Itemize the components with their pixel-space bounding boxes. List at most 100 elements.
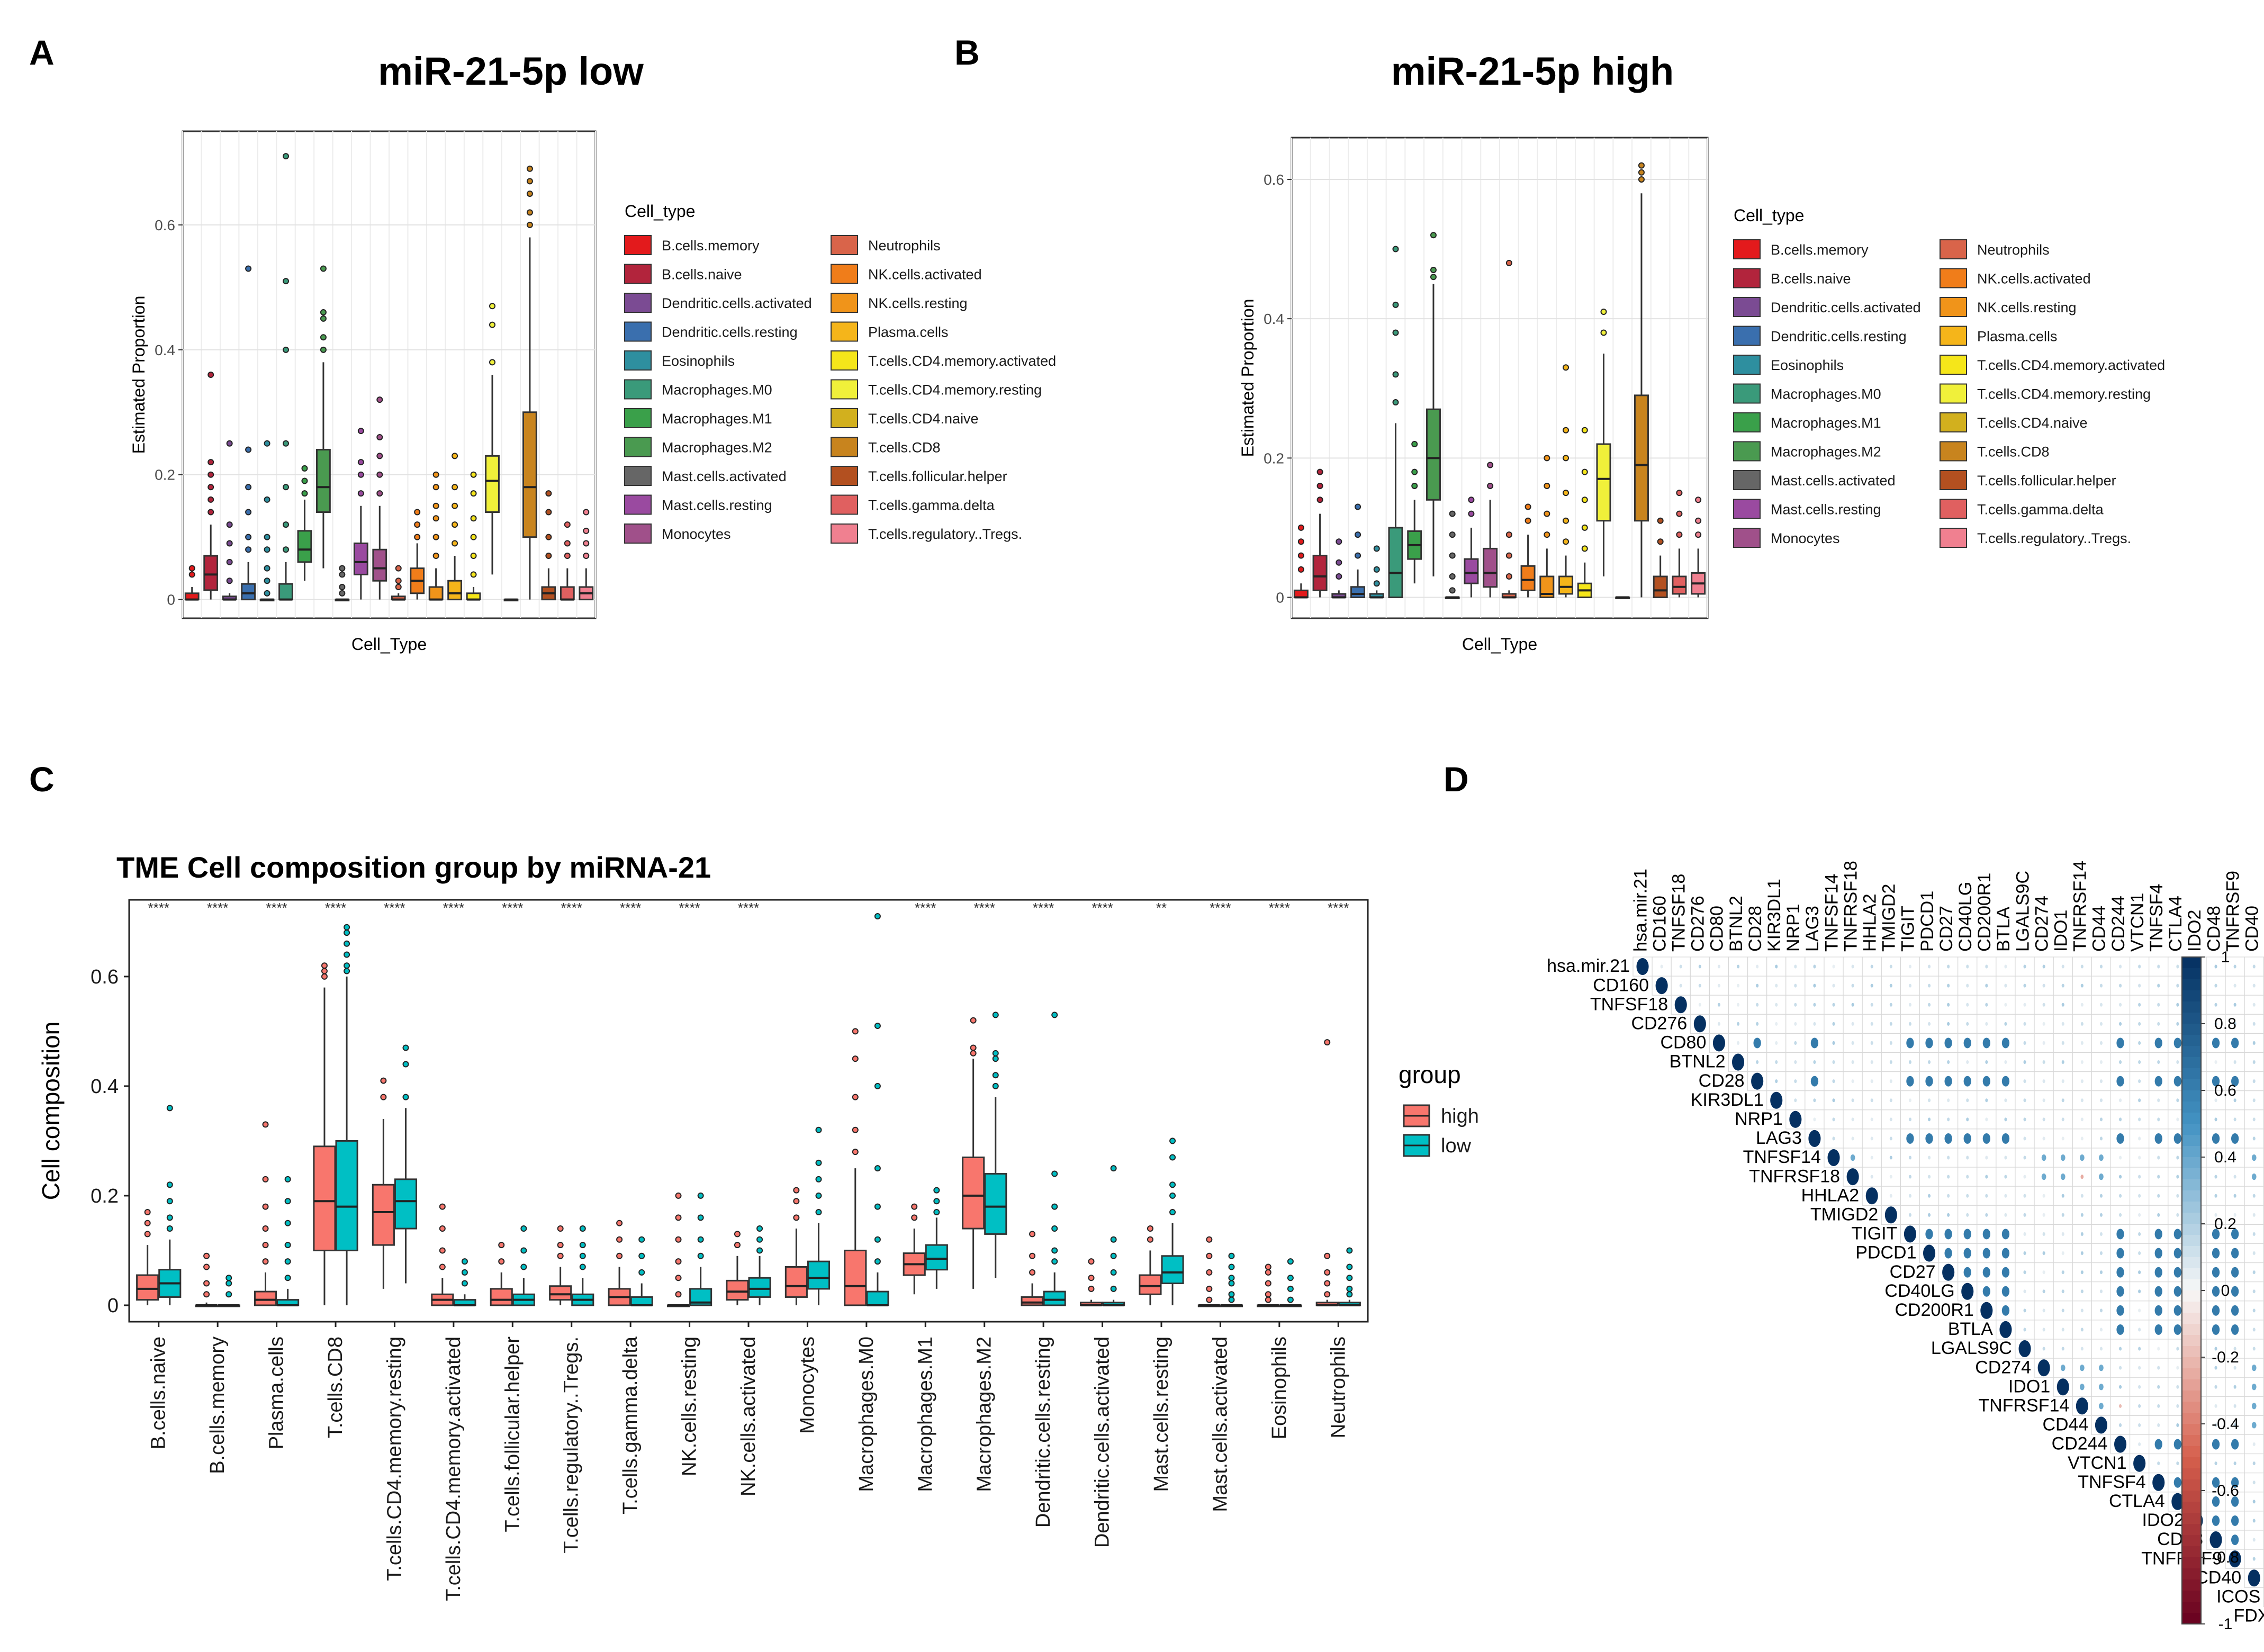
significance-t-cells-cd4-memory-activated: ****: [443, 900, 464, 916]
box-t-cells-cd8-outlier-0: [1638, 176, 1645, 183]
box-low-monocytes-outlier-3: [815, 1159, 822, 1166]
box-t-cells-cd8-outlier-4: [526, 165, 533, 172]
legend-swatch-eosinophils: [624, 350, 652, 371]
box-low-dendritic-cells-resting-outlier-0: [1051, 1258, 1058, 1265]
legend-swatch-dendritic-cells-activated: [624, 293, 652, 313]
heatmap-dot-cd274-tnfrsf14: [2079, 1365, 2085, 1371]
colorbar-segment-33: [2182, 1324, 2201, 1335]
heatmap-dot-ido1-vtcn1: [2138, 1385, 2141, 1389]
heatmap-cell-11-15: [1919, 1167, 1940, 1187]
heatmap-dot-tnfsf14-pdcd1: [1928, 1156, 1931, 1160]
heatmap-dot-cd274-cd40: [2251, 1365, 2257, 1371]
heatmap-dot-tnfrsf18-tmigd2: [1889, 1175, 1892, 1179]
box-high-dendritic-cells-activated-outlier-1: [1088, 1275, 1095, 1281]
box-low-b-cells-memory-outlier-0: [226, 1291, 232, 1298]
heatmap-dot-hsa-mir-21-tnfrsf18: [1851, 964, 1854, 969]
heatmap-dot-hsa-mir-21-cd40: [2252, 964, 2256, 969]
box-b-cells-memory-outlier-1: [1297, 552, 1304, 559]
col-label-icos: ICOS: [2261, 908, 2264, 952]
heatmap-dot-cd276-cd244: [2119, 1022, 2122, 1026]
heatmap-dot-tmigd2-btla: [2004, 1213, 2007, 1217]
box-mast-cells-activated-outlier-2: [1449, 552, 1456, 559]
heatmap-dot-tmigd2-tnfrsf9: [2233, 1213, 2236, 1217]
heatmap-dot-btnl2-cd244: [2119, 1060, 2122, 1064]
heatmap-dot-tnfrsf18-tnfrsf9: [2233, 1175, 2236, 1179]
heatmap-dot-cd160-lgals9c: [2023, 983, 2026, 988]
heatmap-dot-ido1-ctla4: [2176, 1385, 2179, 1389]
heatmap-dot-tigit-cd48: [2212, 1229, 2220, 1240]
heatmap-cell-7-16: [1938, 1090, 1959, 1111]
heatmap-dot-cd244-cd244: [2114, 1436, 2127, 1453]
heatmap-dot-lgals9c-cd40: [2252, 1347, 2256, 1351]
legend-swatch-b-cells-memory: [1733, 239, 1761, 259]
box-nk-cells-resting-outlier-0: [432, 553, 439, 559]
box-b-cells-naive-outlier-2: [1316, 468, 1323, 475]
heatmap-dot-hhla2-btla: [2004, 1194, 2007, 1198]
heatmap-dot-cd160-kir3dl1: [1775, 983, 1778, 988]
colorbar-segment-19: [2182, 1168, 2201, 1180]
heatmap-dot-tnfsf18-cd48: [2214, 1003, 2217, 1007]
box-high-macrophages-m2-outlier-0: [970, 1050, 977, 1057]
box-low-mast-cells-resting-outlier-4: [1169, 1138, 1176, 1144]
box-low-macrophages-m0-outlier-5: [874, 1023, 881, 1030]
box-b-cells-naive-outlier-1: [208, 496, 214, 503]
heatmap-dot-cd44-cd48: [2214, 1423, 2217, 1427]
col-label-ctla4: CTLA4: [2166, 896, 2186, 952]
box-high-macrophages-m2-box: [962, 1156, 985, 1230]
heatmap-dot-hsa-mir-21-cd200r1: [1985, 964, 1988, 969]
colorbar-segment-4: [2182, 1001, 2201, 1013]
heatmap-dot-cd276-tnfrsf9: [2233, 1022, 2236, 1026]
box-nk-cells-resting-outlier-5: [432, 471, 439, 478]
heatmap-dot-btnl2-cd28: [1756, 1060, 1759, 1064]
legend-swatch-macrophages-m0: [624, 379, 652, 400]
box-high-mast-cells-activated-outlier-0: [1206, 1296, 1213, 1303]
heatmap-dot-cd274-tnfrsf9: [2233, 1366, 2236, 1370]
box-high-macrophages-m0-outlier-4: [852, 1028, 859, 1035]
legend-label-t-cells-cd4-naive: T.cells.CD4.naive: [868, 411, 979, 427]
legend-label-monocytes: Monocytes: [1771, 530, 1840, 546]
legend-swatch-t-cells-cd4-naive: [831, 408, 858, 428]
heatmap-dot-cd28-lag3: [1810, 1076, 1819, 1087]
box-high-macrophages-m0-outlier-3: [852, 1055, 859, 1062]
heatmap-cell-18-22: [2053, 1301, 2073, 1321]
box-low-mast-cells-activated-outlier-3: [1228, 1275, 1235, 1281]
heatmap-dot-pdcd1-ido1: [2061, 1251, 2064, 1256]
heatmap-dot-tigit-vtcn1: [2138, 1232, 2141, 1236]
box-high-t-cells-regulatory-tregs-outlier-2: [557, 1225, 564, 1232]
col-label-cd48: CD48: [2204, 906, 2224, 952]
heatmap-dot-cd48-cd40: [2252, 1538, 2256, 1542]
heatmap-dot-tnfsf14-ctla4: [2176, 1156, 2179, 1160]
heatmap-dot-cd276-pdcd1: [1928, 1022, 1931, 1026]
heatmap-dot-hsa-mir-21-tnfsf4: [2157, 964, 2160, 969]
heatmap-dot-tnfsf18-cd200r1: [1985, 1003, 1988, 1007]
heatmap-dot-btla-tnfsf4: [2154, 1324, 2162, 1335]
legend-label-plasma-cells: Plasma.cells: [868, 324, 949, 340]
col-label-btla: BTLA: [1994, 907, 2014, 952]
colorbar-segment-3: [2182, 990, 2201, 1002]
box-t-cells-gamma-delta-outlier-0: [564, 553, 571, 559]
heatmap-dot-tnfsf18-nrp1: [1794, 1003, 1797, 1007]
box-high-dendritic-cells-activated-outlier-2: [1088, 1258, 1095, 1265]
box-macrophages-m2-outlier-3: [320, 309, 327, 316]
x-axis-title: Cell_Type: [351, 635, 427, 654]
row-label-lag3: LAG3: [1756, 1128, 1802, 1148]
heatmap-dot-kir3dl1-cd27: [1947, 1098, 1950, 1103]
box-b-cells-memory-outlier-2: [1297, 538, 1304, 545]
box-eosinophils-outlier-5: [264, 496, 270, 503]
heatmap-dot-tnfsf14-lgals9c: [2023, 1156, 2026, 1160]
heatmap-dot-vtcn1-cd48: [2214, 1461, 2217, 1466]
heatmap-dot-tnfrsf18-cd200r1: [1985, 1175, 1988, 1179]
box-high-mast-cells-resting-outlier-0: [1147, 1236, 1153, 1243]
box-high-macrophages-m0-outlier-1: [852, 1126, 859, 1133]
heatmap-dot-cd276-cd274: [2042, 1022, 2045, 1026]
legend-label-mast-cells-activated: Mast.cells.activated: [662, 468, 787, 484]
heatmap-dot-tmigd2-cd40lg: [1966, 1213, 1969, 1217]
heatmap-cell-14-31: [2225, 1224, 2245, 1244]
heatmap-dot-cd160-cd44: [2099, 983, 2103, 988]
heatmap-dot-nrp1-vtcn1: [2138, 1117, 2141, 1122]
legend-label-dendritic-cells-activated: Dendritic.cells.activated: [1771, 300, 1921, 315]
heatmap-dot-btnl2-tnfrsf18: [1851, 1060, 1854, 1064]
heatmap-dot-cd160-cd276: [1698, 983, 1701, 988]
heatmap-dot-tnfsf14-cd40: [2251, 1154, 2257, 1161]
heatmap-dot-kir3dl1-tnfrsf14: [2080, 1098, 2083, 1103]
